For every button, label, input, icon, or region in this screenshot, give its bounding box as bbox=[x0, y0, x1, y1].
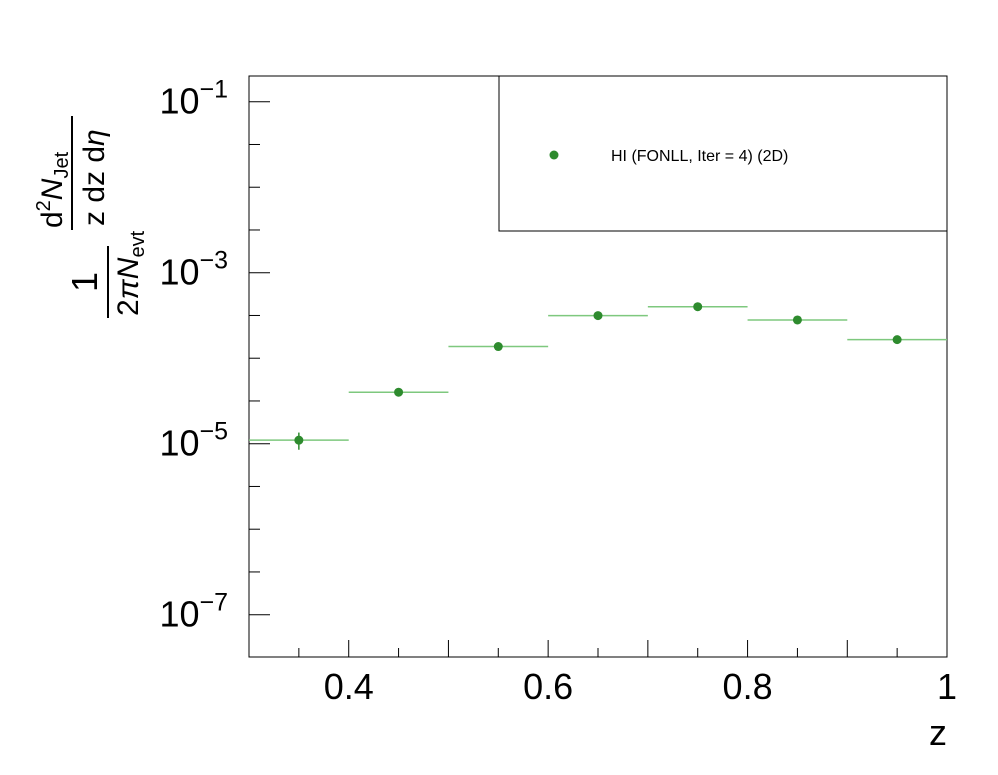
x-tick-label: 0.6 bbox=[523, 666, 573, 707]
y-axis-label: 1 2πNevt d2NJet z dz dη bbox=[33, 116, 149, 318]
y-axis-ticks bbox=[249, 101, 270, 616]
data-point-group bbox=[448, 342, 549, 352]
y-tick-label: 10−3 bbox=[159, 247, 228, 293]
data-point bbox=[693, 302, 703, 312]
legend: HI (FONLL, Iter = 4) (2D) bbox=[498, 75, 948, 232]
data-point-group bbox=[348, 387, 449, 397]
series-layer bbox=[249, 302, 947, 450]
y-tick-label: 10−7 bbox=[159, 589, 228, 635]
y-label-right-numerator: d2NJet bbox=[33, 151, 73, 228]
data-point-group bbox=[747, 315, 848, 325]
data-point-group bbox=[647, 302, 748, 312]
data-point bbox=[792, 315, 802, 325]
y-axis-tick-labels: 10−1 10−3 10−5 10−7 bbox=[159, 76, 228, 635]
data-point bbox=[892, 335, 902, 345]
data-point-group bbox=[847, 335, 947, 345]
y-tick-label: 10−1 bbox=[159, 76, 228, 122]
y-label-one: 1 bbox=[64, 272, 105, 292]
data-point bbox=[593, 311, 603, 321]
y-label-right-denominator: z dz dη bbox=[78, 129, 111, 226]
data-point-group bbox=[548, 311, 648, 321]
x-tick-label: 1 bbox=[937, 666, 957, 707]
y-tick-label: 10−5 bbox=[159, 418, 228, 464]
data-point bbox=[394, 387, 404, 397]
data-point bbox=[294, 435, 304, 445]
legend-box bbox=[498, 75, 948, 232]
legend-marker bbox=[549, 150, 559, 160]
x-tick-label: 0.4 bbox=[324, 666, 374, 707]
x-axis-label: z bbox=[929, 712, 947, 753]
data-point bbox=[493, 342, 503, 352]
data-point-group bbox=[249, 432, 349, 450]
x-tick-label: 0.8 bbox=[723, 666, 773, 707]
legend-entry-label: HI (FONLL, Iter = 4) (2D) bbox=[611, 148, 788, 165]
x-axis-tick-labels: 0.4 0.6 0.8 1 bbox=[324, 666, 957, 707]
x-axis-ticks bbox=[248, 640, 948, 657]
y-label-left-denominator: 2πNevt bbox=[112, 230, 149, 316]
